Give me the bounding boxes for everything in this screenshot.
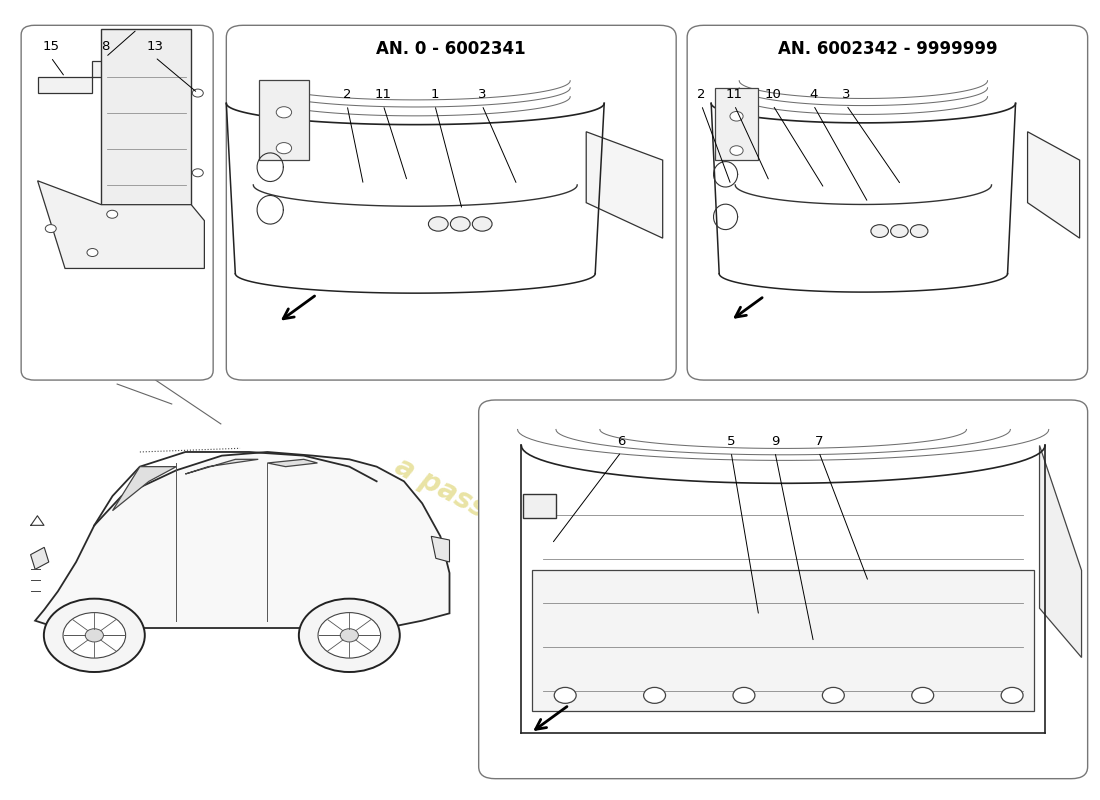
Circle shape [44, 598, 145, 672]
Text: 6: 6 [617, 435, 626, 448]
Circle shape [107, 210, 118, 218]
Circle shape [891, 225, 909, 238]
Text: AN. 0 - 6002341: AN. 0 - 6002341 [376, 40, 526, 58]
Circle shape [340, 629, 359, 642]
Bar [101, 30, 191, 205]
Text: AN. 6002342 - 9999999: AN. 6002342 - 9999999 [778, 40, 998, 58]
Text: 7: 7 [815, 435, 823, 448]
Text: 11: 11 [726, 88, 742, 101]
Circle shape [733, 687, 755, 703]
Circle shape [192, 89, 204, 97]
Text: 8: 8 [101, 40, 110, 54]
Bar [524, 494, 556, 518]
Circle shape [912, 687, 934, 703]
FancyBboxPatch shape [21, 26, 213, 380]
Text: 15: 15 [42, 40, 59, 54]
Text: 11: 11 [375, 88, 392, 101]
Circle shape [299, 598, 399, 672]
Text: 4: 4 [810, 88, 817, 101]
Polygon shape [1040, 446, 1081, 658]
Text: 13: 13 [146, 40, 164, 54]
Circle shape [318, 613, 381, 658]
Text: 2: 2 [697, 88, 706, 101]
Circle shape [45, 225, 56, 233]
Text: 3: 3 [842, 88, 850, 101]
Polygon shape [1027, 132, 1079, 238]
Circle shape [450, 217, 470, 231]
Polygon shape [431, 536, 450, 562]
Polygon shape [186, 459, 258, 474]
Text: a passion for parts since 1999: a passion for parts since 1999 [390, 452, 820, 698]
Circle shape [1001, 687, 1023, 703]
Polygon shape [37, 61, 136, 93]
Circle shape [428, 217, 448, 231]
Circle shape [276, 142, 292, 154]
Circle shape [63, 613, 125, 658]
Polygon shape [586, 132, 662, 238]
Bar [260, 80, 309, 160]
Bar [532, 570, 1034, 710]
Circle shape [644, 687, 666, 703]
Circle shape [276, 106, 292, 118]
Text: 2: 2 [343, 88, 351, 101]
Circle shape [911, 225, 928, 238]
Text: 3: 3 [477, 88, 486, 101]
FancyBboxPatch shape [478, 400, 1088, 778]
Circle shape [472, 217, 492, 231]
Polygon shape [37, 181, 205, 269]
Circle shape [871, 225, 889, 238]
Polygon shape [112, 466, 176, 510]
Circle shape [730, 111, 744, 121]
Polygon shape [35, 452, 450, 628]
Text: 5: 5 [727, 435, 735, 448]
Text: 9: 9 [771, 435, 779, 448]
Circle shape [85, 629, 103, 642]
FancyBboxPatch shape [688, 26, 1088, 380]
Circle shape [554, 687, 576, 703]
Bar [715, 88, 759, 160]
Text: 10: 10 [764, 88, 781, 101]
FancyBboxPatch shape [227, 26, 676, 380]
Text: 1: 1 [430, 88, 439, 101]
Circle shape [192, 169, 204, 177]
Circle shape [730, 146, 744, 155]
Polygon shape [267, 459, 318, 466]
Polygon shape [31, 547, 48, 570]
Circle shape [87, 249, 98, 257]
Circle shape [823, 687, 845, 703]
